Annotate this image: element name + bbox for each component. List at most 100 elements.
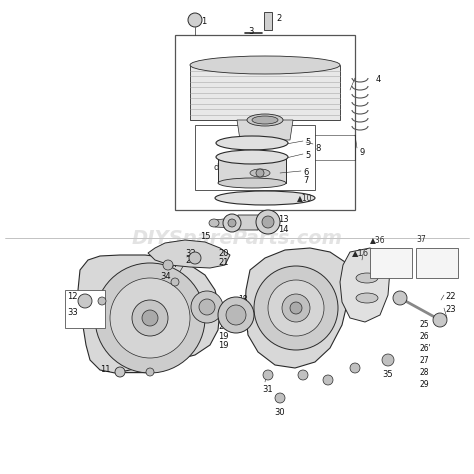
Circle shape [298, 370, 308, 380]
Ellipse shape [356, 273, 378, 283]
Circle shape [254, 266, 338, 350]
Text: 12: 12 [67, 292, 78, 301]
Polygon shape [190, 65, 340, 120]
Circle shape [110, 278, 190, 358]
Text: 28: 28 [185, 256, 196, 265]
Text: 19: 19 [218, 341, 228, 350]
Circle shape [290, 302, 302, 314]
Circle shape [78, 294, 92, 308]
Ellipse shape [252, 116, 278, 124]
Ellipse shape [247, 114, 283, 126]
Polygon shape [236, 215, 260, 230]
Text: 34: 34 [160, 272, 171, 281]
Polygon shape [78, 255, 220, 373]
Text: 13: 13 [278, 215, 289, 224]
Circle shape [262, 216, 274, 228]
Circle shape [189, 252, 201, 264]
Ellipse shape [250, 169, 270, 177]
Circle shape [256, 169, 264, 177]
Circle shape [256, 210, 280, 234]
Text: 3: 3 [248, 27, 254, 36]
Circle shape [263, 370, 273, 380]
Text: 22: 22 [445, 292, 456, 301]
Circle shape [282, 294, 310, 322]
Bar [264, 12, 272, 30]
Circle shape [171, 278, 179, 286]
Text: 37: 37 [416, 235, 426, 244]
Circle shape [228, 219, 236, 227]
Ellipse shape [356, 293, 378, 303]
Circle shape [95, 263, 205, 373]
Ellipse shape [216, 150, 288, 164]
Circle shape [115, 367, 125, 377]
Circle shape [142, 310, 158, 326]
Polygon shape [245, 248, 350, 368]
Circle shape [275, 393, 285, 403]
Polygon shape [340, 248, 390, 322]
Text: 14: 14 [278, 225, 289, 234]
Bar [65, 290, 105, 328]
Text: 28: 28 [420, 368, 429, 377]
Ellipse shape [190, 56, 340, 74]
Circle shape [382, 354, 394, 366]
Text: 5: 5 [305, 151, 310, 160]
Circle shape [226, 305, 246, 325]
Circle shape [146, 368, 154, 376]
Text: 23: 23 [445, 305, 456, 314]
Circle shape [218, 297, 254, 333]
Circle shape [223, 214, 241, 232]
Text: 11: 11 [100, 365, 110, 374]
Circle shape [98, 297, 106, 305]
Text: 6: 6 [303, 168, 309, 177]
Text: ▲36: ▲36 [370, 235, 386, 244]
Text: 24: 24 [218, 322, 228, 331]
Text: 33: 33 [67, 308, 78, 317]
Text: 5: 5 [305, 138, 310, 147]
Text: d: d [214, 164, 219, 173]
Text: 29: 29 [420, 380, 429, 389]
Text: 21: 21 [218, 258, 228, 267]
Text: 31: 31 [262, 385, 273, 394]
Circle shape [199, 299, 215, 315]
Ellipse shape [218, 178, 286, 188]
Text: 26: 26 [420, 332, 429, 341]
Text: 15: 15 [200, 232, 210, 241]
Text: 8: 8 [315, 144, 320, 153]
Circle shape [393, 291, 407, 305]
Ellipse shape [209, 219, 219, 227]
Circle shape [268, 280, 324, 336]
Text: 1: 1 [201, 17, 206, 26]
Text: 4: 4 [376, 75, 381, 84]
Polygon shape [148, 240, 230, 268]
Text: 18: 18 [238, 295, 247, 304]
Polygon shape [218, 157, 286, 183]
Polygon shape [237, 120, 293, 140]
Text: 19: 19 [218, 332, 228, 341]
Text: 35: 35 [382, 370, 392, 379]
Circle shape [323, 375, 333, 385]
Text: 7: 7 [303, 176, 309, 185]
Text: 2: 2 [276, 14, 281, 23]
Bar [175, 35, 355, 210]
Text: 32: 32 [185, 249, 196, 258]
Text: ▲10: ▲10 [297, 193, 312, 202]
Polygon shape [215, 218, 232, 228]
Ellipse shape [215, 191, 315, 205]
Circle shape [191, 291, 223, 323]
Bar [195, 125, 315, 190]
Text: DIYSpareParts.com: DIYSpareParts.com [131, 228, 343, 247]
Text: 30: 30 [274, 408, 284, 417]
Text: 27: 27 [420, 356, 429, 365]
Text: 17: 17 [168, 260, 179, 269]
Bar [416, 248, 458, 278]
Text: 20: 20 [218, 249, 228, 258]
Text: 9: 9 [360, 148, 365, 157]
Bar [370, 248, 412, 278]
Text: 26': 26' [420, 344, 432, 353]
Text: ▲16: ▲16 [352, 248, 369, 257]
Circle shape [350, 363, 360, 373]
Circle shape [433, 313, 447, 327]
Text: 25: 25 [420, 320, 429, 329]
Circle shape [163, 260, 173, 270]
Ellipse shape [216, 136, 288, 150]
